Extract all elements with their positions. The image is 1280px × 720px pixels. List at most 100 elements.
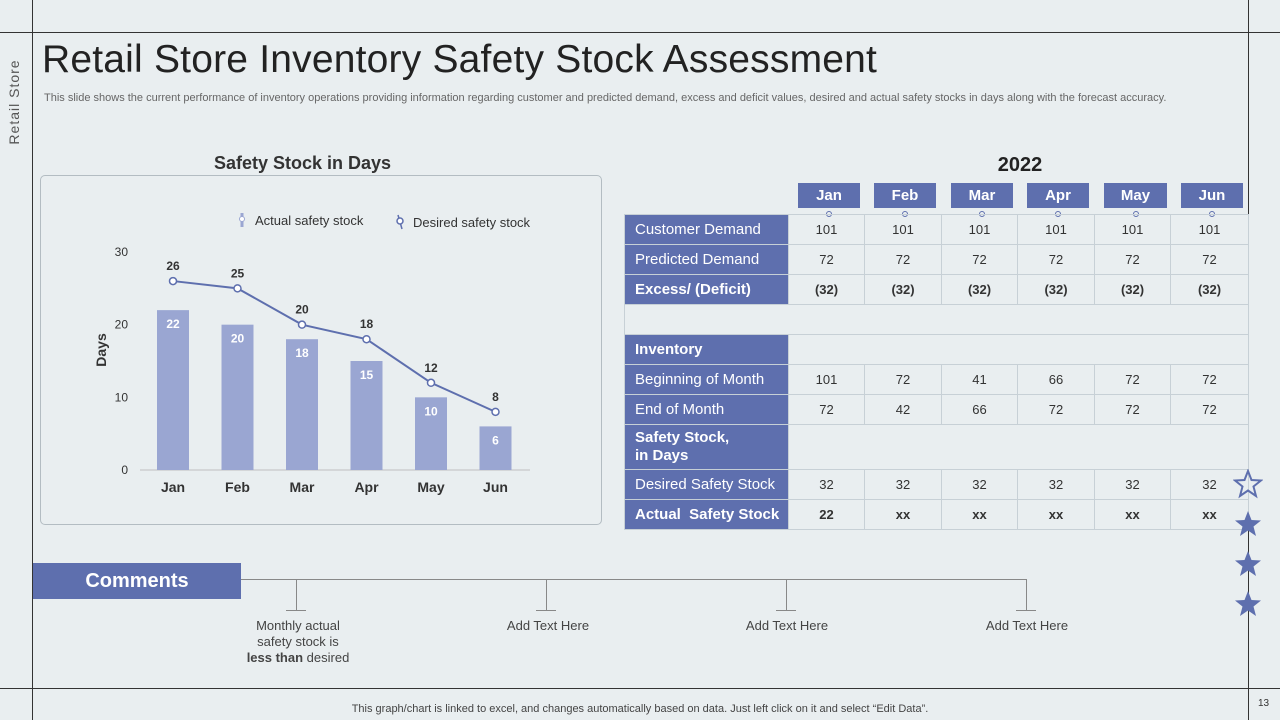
line-value-label: 26 (166, 259, 180, 273)
table-row-excess-deficit: Excess/ (Deficit) (32) (32) (32) (32) (3… (624, 274, 1249, 305)
row-label: End of Month (624, 394, 789, 425)
row-label: Desired Safety Stock (624, 469, 789, 500)
table-cell: 72 (1094, 364, 1171, 395)
table-row-end-of-month: End of Month 72 42 66 72 72 72 (624, 394, 1249, 425)
desired-safety-stock-line (172, 280, 496, 413)
y-tick-label: 10 (115, 390, 129, 404)
line-value-label: 8 (492, 390, 499, 404)
inventory-table: Customer Demand 101 101 101 101 101 101 … (624, 214, 1249, 530)
comment-1-line1: Monthly actual (256, 618, 340, 633)
month-header-mar: Mar (951, 183, 1013, 208)
line-value-label: 25 (231, 266, 245, 280)
line-marker-jun (491, 407, 500, 417)
table-cell: 32 (864, 469, 942, 500)
table-row-safety-stock-header: Safety Stock, in Days (624, 424, 1249, 470)
comment-connector (546, 579, 547, 610)
y-axis-label: Days (93, 333, 109, 367)
legend-desired-marker (396, 217, 404, 225)
row-label: Excess/ (Deficit) (624, 274, 789, 305)
line-marker-may (426, 378, 436, 388)
left-rule (32, 0, 33, 720)
line-marker-feb (233, 284, 242, 293)
star-icon (1235, 591, 1261, 616)
legend-desired-label: Desired safety stock (413, 215, 531, 230)
page-title: Retail Store Inventory Safety Stock Asse… (42, 38, 878, 81)
x-tick-label: Mar (290, 479, 315, 495)
table-cell: 66 (1017, 364, 1095, 395)
table-cell: 101 (864, 214, 942, 245)
legend-actual-marker (239, 216, 245, 222)
table-row-inventory-header: Inventory (624, 334, 1249, 365)
x-tick-label: May (417, 479, 444, 495)
table-cell: 101 (788, 364, 865, 395)
bar-value-label: 6 (492, 433, 499, 447)
table-cell: 72 (1094, 244, 1171, 275)
table-cell: (32) (864, 274, 942, 305)
footer-note: This graph/chart is linked to excel, and… (351, 703, 929, 715)
x-tick-label: Jan (161, 479, 185, 495)
star-icon (1235, 551, 1261, 576)
table-cell: 101 (941, 214, 1018, 245)
bar-value-label: 10 (424, 404, 438, 418)
bar-may (415, 397, 447, 470)
table-cell: 72 (864, 244, 942, 275)
x-axis-ticks: Jan Feb Mar Apr May Jun (161, 479, 508, 495)
comment-connector-cap (286, 610, 306, 611)
x-tick-label: Feb (225, 479, 250, 495)
table-cell: 72 (1170, 394, 1249, 425)
bar-apr (350, 361, 383, 470)
table-row-spacer (624, 304, 1249, 335)
bar-jan (157, 310, 189, 470)
table-cell: 72 (1017, 394, 1095, 425)
bar-feb (221, 324, 254, 470)
comment-connector-cap (536, 610, 556, 611)
comment-4[interactable]: Add Text Here (985, 618, 1069, 633)
table-cell: 72 (1017, 244, 1095, 275)
table-cell: (32) (788, 274, 865, 305)
line-markers (168, 276, 500, 417)
comment-connector-cap (776, 610, 796, 611)
table-row-actual-safety-stock: Actual Safety Stock 22 xx xx xx xx xx (624, 499, 1249, 530)
bar-series (157, 310, 512, 470)
comment-connector (1026, 579, 1027, 610)
comments-header: Comments (33, 563, 241, 599)
comment-1[interactable]: Monthly actual safety stock is less than… (218, 618, 378, 666)
comment-1-bold: less than (246, 650, 304, 665)
section-label: Inventory (624, 334, 789, 365)
table-cell: (32) (941, 274, 1018, 305)
top-rule (0, 32, 1280, 33)
table-cell: 72 (864, 364, 942, 395)
table-cell: 32 (788, 469, 865, 500)
bottom-rule (0, 688, 1280, 689)
section-label-line2: in Days (635, 447, 689, 464)
table-cell: 32 (1017, 469, 1095, 500)
line-marker-jan (168, 276, 178, 286)
section-label-line1: Safety Stock, (635, 429, 730, 446)
table-row-predicted-demand: Predicted Demand 72 72 72 72 72 72 (624, 244, 1249, 275)
chart-title: Safety Stock in Days (213, 153, 392, 173)
table-cell: 42 (864, 394, 942, 425)
month-header-jan: Jan (798, 183, 860, 208)
table-cell: (32) (1170, 274, 1249, 305)
comment-3[interactable]: Add Text Here (745, 618, 829, 633)
bar-jun (479, 426, 512, 470)
table-cell: (32) (1017, 274, 1095, 305)
y-tick-label: 0 (121, 463, 128, 477)
table-cell: 101 (1094, 214, 1171, 245)
bar-value-label: 22 (166, 317, 180, 331)
row-label: Predicted Demand (624, 244, 789, 275)
table-cell: xx (941, 499, 1018, 530)
line-value-label: 20 (295, 303, 309, 317)
table-cell: 72 (788, 394, 865, 425)
month-header-may: May (1104, 183, 1167, 208)
section-label: Safety Stock, in Days (624, 424, 789, 470)
safety-stock-chart[interactable]: Actual safety stock Desired safety stock… (40, 175, 600, 523)
row-label: Actual Safety Stock (624, 499, 789, 530)
page-subtitle: This slide shows the current performance… (44, 92, 1167, 104)
line-marker-apr (362, 334, 371, 344)
y-axis-ticks: 0 10 20 30 (115, 245, 129, 477)
row-label: Beginning of Month (624, 364, 789, 395)
comment-2[interactable]: Add Text Here (506, 618, 590, 633)
x-tick-label: Jun (483, 479, 508, 495)
month-header-apr: Apr (1027, 183, 1089, 208)
